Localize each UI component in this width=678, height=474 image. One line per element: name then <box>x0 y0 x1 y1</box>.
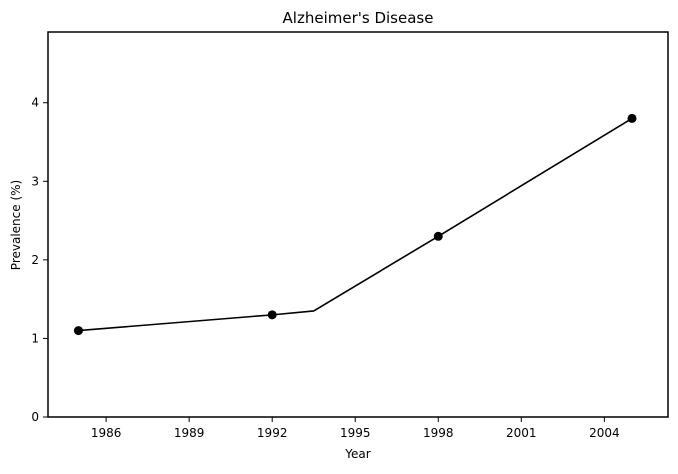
x-axis-label: Year <box>344 447 370 461</box>
x-tick-label: 2004 <box>589 426 620 440</box>
y-tick-label: 4 <box>31 96 39 110</box>
data-point <box>627 113 637 123</box>
x-tick-label: 1998 <box>423 426 454 440</box>
plot-area: 1986 1989 1992 1995 1998 2001 2004 0 1 2 3 4 <box>31 31 669 440</box>
series-line <box>78 117 633 332</box>
data-point <box>73 326 83 336</box>
x-tick-label: 1986 <box>91 426 122 440</box>
y-tick-label: 2 <box>31 253 39 267</box>
x-tick-label: 1989 <box>174 426 205 440</box>
plot-frame <box>47 31 669 418</box>
x-tick-label: 1992 <box>257 426 288 440</box>
x-tick-label: 2001 <box>506 426 537 440</box>
data-point <box>433 231 443 241</box>
y-tick-label: 3 <box>31 174 39 188</box>
y-tick-label: 0 <box>31 410 39 424</box>
chart-title: Alzheimer's Disease <box>283 9 434 27</box>
y-tick-label: 1 <box>31 331 39 345</box>
y-axis-label: Prevalence (%) <box>9 180 23 270</box>
data-point <box>267 310 277 320</box>
x-tick-label: 1995 <box>340 426 371 440</box>
